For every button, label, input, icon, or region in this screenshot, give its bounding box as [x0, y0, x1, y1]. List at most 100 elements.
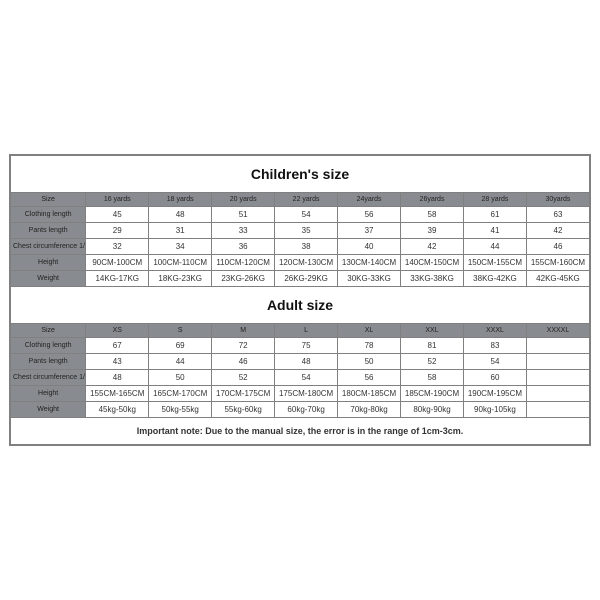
children-header-2: 18 yards: [149, 193, 212, 207]
cell: 44: [149, 354, 212, 370]
children-header-1: 16 yards: [86, 193, 149, 207]
cell: 37: [338, 223, 401, 239]
cell: 58: [401, 370, 464, 386]
row-label: Weight: [11, 271, 86, 287]
cell: 50: [338, 354, 401, 370]
children-title: Children's size: [11, 156, 590, 193]
row-label: Pants length: [11, 354, 86, 370]
table-row: Height 90CM-100CM 100CM-110CM 110CM-120C…: [11, 255, 590, 271]
cell: 34: [149, 239, 212, 255]
table-row: Weight 45kg-50kg 50kg-55kg 55kg-60kg 60k…: [11, 402, 590, 418]
children-header-3: 20 yards: [212, 193, 275, 207]
cell: 61: [463, 207, 526, 223]
cell: 63: [526, 207, 589, 223]
cell: 42: [401, 239, 464, 255]
cell: 44: [463, 239, 526, 255]
cell: 60: [463, 370, 526, 386]
cell: 33: [212, 223, 275, 239]
row-label: Pants length: [11, 223, 86, 239]
table-row: Clothing length 45 48 51 54 56 58 61 63: [11, 207, 590, 223]
cell: 14KG-17KG: [86, 271, 149, 287]
adult-header-1: XS: [86, 324, 149, 338]
cell: [526, 386, 589, 402]
cell: 180CM-185CM: [338, 386, 401, 402]
cell: 45: [86, 207, 149, 223]
row-label: Weight: [11, 402, 86, 418]
table-row: Height 155CM-165CM 165CM-170CM 170CM-175…: [11, 386, 590, 402]
cell: 39: [401, 223, 464, 239]
cell: 120CM-130CM: [275, 255, 338, 271]
cell: 55kg-60kg: [212, 402, 275, 418]
children-header-4: 22 yards: [275, 193, 338, 207]
cell: 70kg-80kg: [338, 402, 401, 418]
cell: 170CM-175CM: [212, 386, 275, 402]
cell: 26KG-29KG: [275, 271, 338, 287]
row-label: Clothing length: [11, 338, 86, 354]
children-header-7: 28 yards: [463, 193, 526, 207]
cell: 50: [149, 370, 212, 386]
cell: 54: [275, 370, 338, 386]
cell: 46: [526, 239, 589, 255]
children-header-0: Size: [11, 193, 86, 207]
cell: 90CM-100CM: [86, 255, 149, 271]
cell: 155CM-165CM: [86, 386, 149, 402]
cell: 110CM-120CM: [212, 255, 275, 271]
adult-header-0: Size: [11, 324, 86, 338]
cell: 67: [86, 338, 149, 354]
table-row: Weight 14KG-17KG 18KG-23KG 23KG-26KG 26K…: [11, 271, 590, 287]
cell: 51: [212, 207, 275, 223]
cell: 41: [463, 223, 526, 239]
cell: [526, 338, 589, 354]
cell: 48: [149, 207, 212, 223]
note-row: Important note: Due to the manual size, …: [11, 418, 590, 445]
table-row: Chest circumference 1/2 48 50 52 54 56 5…: [11, 370, 590, 386]
cell: 52: [212, 370, 275, 386]
cell: 45kg-50kg: [86, 402, 149, 418]
cell: 48: [275, 354, 338, 370]
cell: 60kg-70kg: [275, 402, 338, 418]
row-label: Clothing length: [11, 207, 86, 223]
cell: 185CM-190CM: [401, 386, 464, 402]
children-title-row: Children's size: [11, 156, 590, 193]
size-chart: Children's size Size 16 yards 18 yards 2…: [9, 154, 591, 446]
cell: 29: [86, 223, 149, 239]
cell: 40: [338, 239, 401, 255]
table-row: Pants length 29 31 33 35 37 39 41 42: [11, 223, 590, 239]
cell: 90kg-105kg: [463, 402, 526, 418]
cell: 46: [212, 354, 275, 370]
important-note: Important note: Due to the manual size, …: [11, 418, 590, 445]
cell: 23KG-26KG: [212, 271, 275, 287]
cell: 150CM-155CM: [463, 255, 526, 271]
adult-header-5: XL: [338, 324, 401, 338]
cell: 81: [401, 338, 464, 354]
cell: 54: [463, 354, 526, 370]
cell: 100CM-110CM: [149, 255, 212, 271]
cell: 56: [338, 207, 401, 223]
cell: 155CM-160CM: [526, 255, 589, 271]
adult-header-7: XXXL: [463, 324, 526, 338]
cell: 83: [463, 338, 526, 354]
cell: 36: [212, 239, 275, 255]
adult-header-8: XXXXL: [526, 324, 589, 338]
adult-header-6: XXL: [401, 324, 464, 338]
table-row: Clothing length 67 69 72 75 78 81 83: [11, 338, 590, 354]
cell: 38: [275, 239, 338, 255]
cell: 32: [86, 239, 149, 255]
adult-title-row: Adult size: [11, 287, 590, 324]
cell: 165CM-170CM: [149, 386, 212, 402]
cell: 130CM-140CM: [338, 255, 401, 271]
cell: 48: [86, 370, 149, 386]
size-table: Children's size Size 16 yards 18 yards 2…: [10, 155, 590, 445]
cell: 30KG-33KG: [338, 271, 401, 287]
cell: [526, 402, 589, 418]
cell: 52: [401, 354, 464, 370]
cell: 190CM-195CM: [463, 386, 526, 402]
adult-header-4: L: [275, 324, 338, 338]
cell: 18KG-23KG: [149, 271, 212, 287]
cell: 140CM-150CM: [401, 255, 464, 271]
cell: 43: [86, 354, 149, 370]
children-header-5: 24yards: [338, 193, 401, 207]
cell: 80kg-90kg: [401, 402, 464, 418]
cell: 50kg-55kg: [149, 402, 212, 418]
children-header-6: 26yards: [401, 193, 464, 207]
